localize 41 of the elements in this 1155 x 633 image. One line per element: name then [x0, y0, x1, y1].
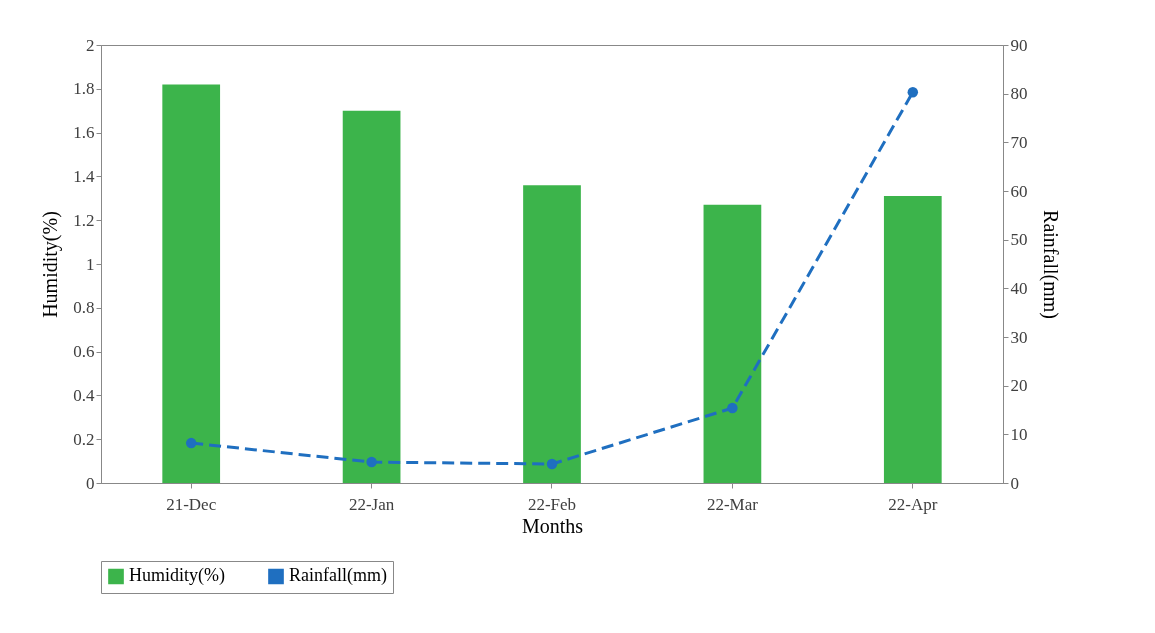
point	[185, 437, 197, 449]
y2-tick-label: 10	[1010, 424, 1028, 444]
y2-tick-label: 20	[1010, 376, 1028, 396]
y2-tick-label: 50	[1010, 230, 1028, 250]
y2-tick-label: 0	[1010, 473, 1019, 493]
legend-label: Rainfall(mm)	[289, 565, 387, 587]
bar	[703, 204, 762, 483]
y-axis-title: Humidity(%)	[39, 211, 63, 318]
y2-tick-label: 90	[1010, 35, 1028, 55]
bar	[342, 110, 401, 483]
y-tick-label: 2	[86, 35, 95, 55]
y2-tick-label: 80	[1010, 84, 1028, 104]
legend-label: Humidity(%)	[129, 565, 225, 587]
x-axis-title: Months	[521, 514, 584, 537]
y2-tick-label: 30	[1010, 327, 1028, 347]
bar	[523, 185, 581, 483]
y-tick-label: 0.2	[73, 429, 95, 449]
x-tick-label: 22-Jan	[348, 494, 395, 514]
x-tick-label: 22-Mar	[706, 494, 759, 514]
x-tick-label: 22-Apr	[888, 494, 938, 514]
y2-tick-label: 70	[1010, 132, 1028, 152]
point	[366, 456, 377, 468]
bar	[883, 196, 942, 483]
point	[907, 86, 919, 98]
y-tick-label: 0.8	[73, 298, 95, 318]
bar	[162, 84, 221, 483]
y-tick-label: 0.6	[73, 342, 95, 362]
y-tick-label: 1.6	[73, 123, 95, 143]
y-tick-label: 1.4	[73, 166, 95, 186]
point	[546, 458, 558, 470]
y-tick-label: 1.2	[73, 210, 95, 230]
y2-tick-label: 60	[1010, 181, 1028, 201]
y-tick-label: 1.8	[73, 79, 95, 99]
y-tick-label: 1	[86, 254, 95, 274]
point	[727, 402, 738, 414]
y2-axis-title: Rainfall(mm)	[1038, 210, 1062, 319]
x-tick-label: 21-Dec	[166, 494, 217, 514]
x-tick-label: 22-Feb	[527, 494, 577, 514]
y-tick-label: 0	[86, 473, 95, 493]
y-tick-label: 0.4	[73, 385, 95, 405]
y2-tick-label: 40	[1010, 278, 1028, 298]
